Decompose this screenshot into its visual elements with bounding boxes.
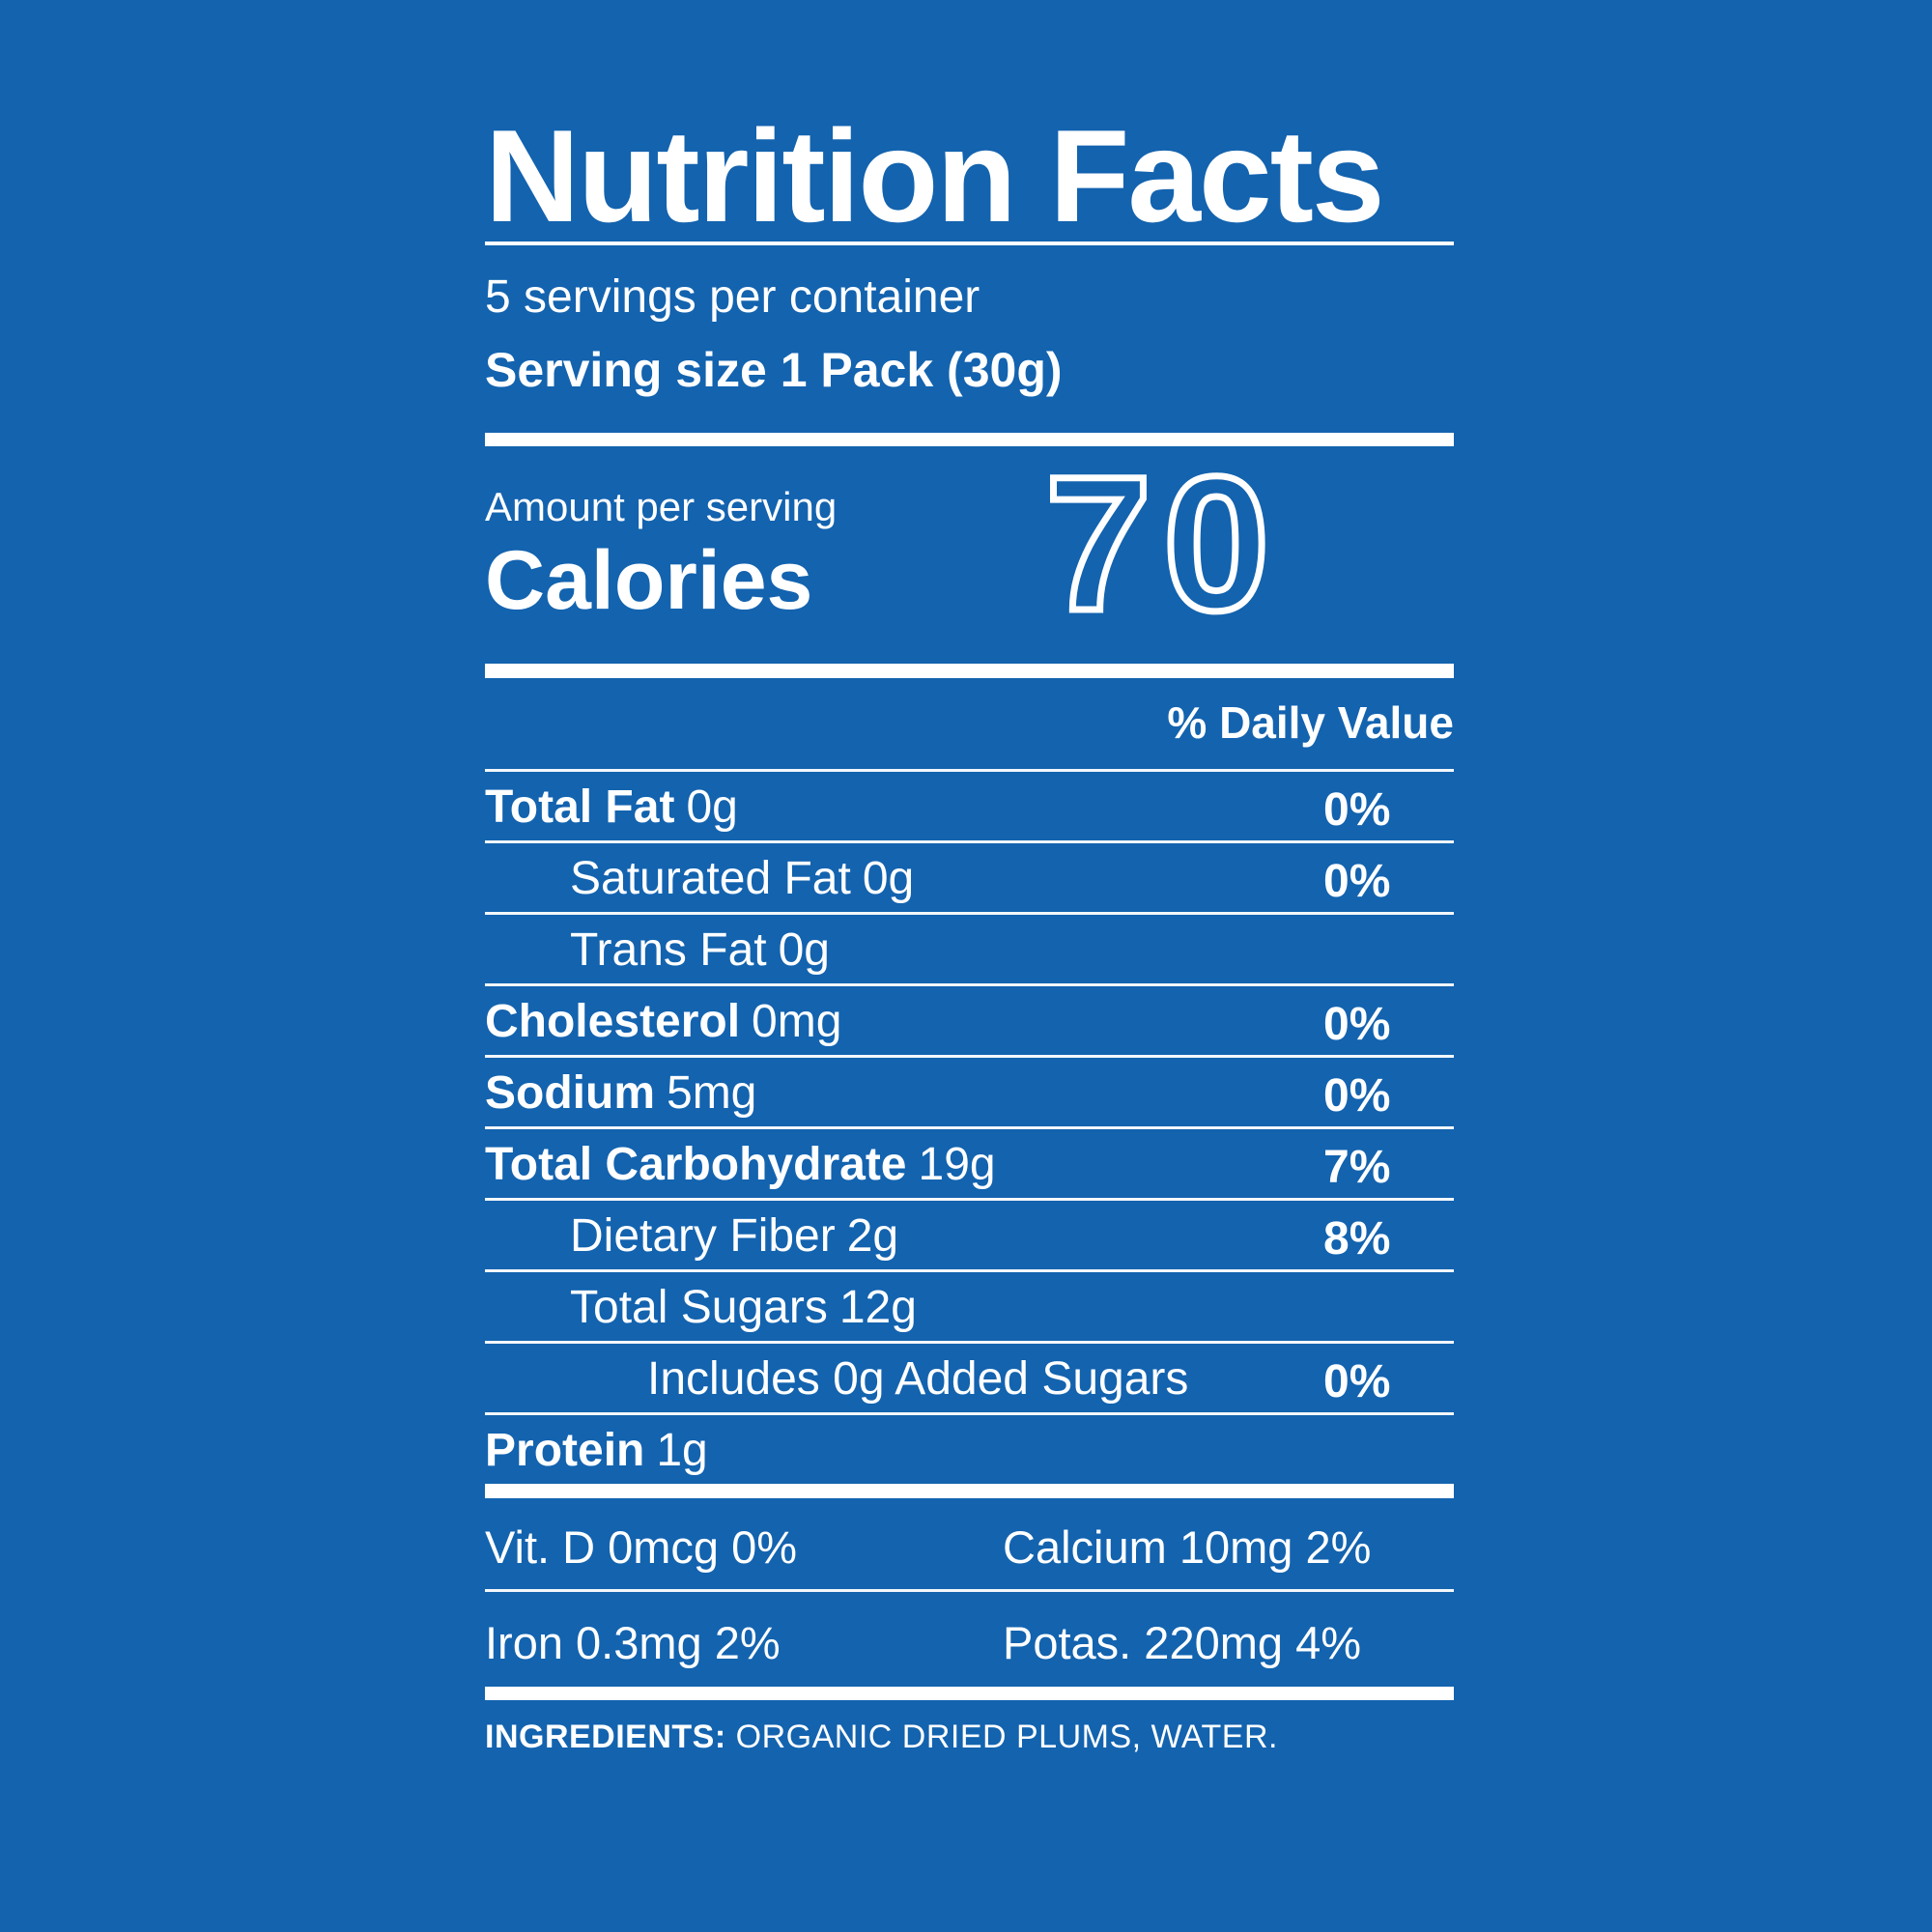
thick-divider-micros (485, 1484, 1454, 1498)
micronutrient-row: Vit. D 0mcg 0% Calcium 10mg 2% (485, 1498, 1454, 1592)
nutrient-name: Includes 0g Added Sugars (647, 1353, 1189, 1405)
nutrient-name: Total Sugars (570, 1282, 828, 1333)
servings-per-container: 5 servings per container (485, 271, 980, 323)
nutrient-name: Saturated Fat (570, 853, 851, 904)
nutrient-name: Total Carbohydrate (485, 1139, 907, 1190)
nutrient-row-total-fat: Total Fat 0g 0% (485, 769, 1454, 840)
nutrient-name: Total Fat (485, 781, 675, 833)
nutrient-row-sodium: Sodium 5mg 0% (485, 1055, 1454, 1126)
nutrient-row-total-carbohydrate: Total Carbohydrate 19g 7% (485, 1126, 1454, 1198)
nutrient-amount: 0g (778, 924, 830, 976)
nutrient-row-cholesterol: Cholesterol 0mg 0% (485, 983, 1454, 1055)
ingredients-line: INGREDIENTS: ORGANIC DRIED PLUMS, WATER. (485, 1716, 1454, 1758)
nutrient-row-added-sugars: Includes 0g Added Sugars 0% (485, 1341, 1454, 1412)
nutrient-row-total-sugars: Total Sugars 12g (485, 1269, 1454, 1341)
nutrient-name: Cholesterol (485, 996, 741, 1047)
ingredients-text: ORGANIC DRIED PLUMS, WATER. (735, 1719, 1278, 1755)
nutrition-facts-panel: Nutrition Facts 5 servings per container… (485, 102, 1454, 1758)
nutrient-row-saturated-fat: Saturated Fat 0g 0% (485, 840, 1454, 912)
daily-value-percent: 0% (1323, 856, 1391, 907)
calories-value: 70 (1041, 437, 1282, 650)
daily-value-percent: 0% (1323, 784, 1391, 836)
nutrient-name: Sodium (485, 1067, 655, 1119)
serving-size: Serving size 1 Pack (30g) (485, 343, 1063, 397)
nutrient-amount: 19g (918, 1139, 996, 1190)
ingredients-label: INGREDIENTS: (485, 1719, 726, 1755)
nutrient-amount: 1g (656, 1425, 708, 1476)
micronutrient-row: Iron 0.3mg 2% Potas. 220mg 4% (485, 1592, 1454, 1687)
nutrient-amount: 0mg (752, 996, 842, 1047)
nutrient-amount: 12g (838, 1282, 917, 1333)
daily-value-header: % Daily Value (1167, 697, 1454, 748)
nutrient-amount: 5mg (667, 1067, 757, 1119)
nutrient-row-dietary-fiber: Dietary Fiber 2g 8% (485, 1198, 1454, 1269)
nutrition-facts-title: Nutrition Facts (485, 102, 1385, 249)
daily-value-percent: 0% (1323, 1070, 1391, 1122)
thick-divider-top (485, 433, 1454, 446)
micronutrient-vitamin-d: Vit. D 0mcg 0% (485, 1521, 798, 1573)
daily-value-percent: 8% (1323, 1213, 1391, 1264)
calories-section: Amount per serving Calories 70 (485, 437, 1454, 664)
nutrient-row-trans-fat: Trans Fat 0g (485, 912, 1454, 983)
thick-divider-calories (485, 664, 1454, 678)
nutrient-name: Trans Fat (570, 924, 767, 976)
nutrient-amount: 2g (846, 1210, 899, 1262)
nutrient-amount: 0g (686, 781, 738, 833)
title-underline (485, 242, 1454, 245)
thick-divider-bottom (485, 1687, 1454, 1700)
calories-label: Calories (485, 534, 813, 627)
nutrient-row-protein: Protein 1g (485, 1412, 1454, 1484)
nutrient-name: Protein (485, 1425, 645, 1476)
nutrient-name: Dietary Fiber (570, 1210, 836, 1262)
micronutrient-calcium: Calcium 10mg 2% (1003, 1521, 1372, 1573)
micronutrient-iron: Iron 0.3mg 2% (485, 1617, 781, 1668)
daily-value-percent: 0% (1323, 999, 1391, 1050)
daily-value-percent: 0% (1323, 1356, 1391, 1407)
daily-value-percent: 7% (1323, 1142, 1391, 1193)
amount-per-serving-label: Amount per serving (485, 484, 838, 529)
nutrient-amount: 0g (862, 853, 915, 904)
micronutrient-potassium: Potas. 220mg 4% (1003, 1617, 1361, 1668)
